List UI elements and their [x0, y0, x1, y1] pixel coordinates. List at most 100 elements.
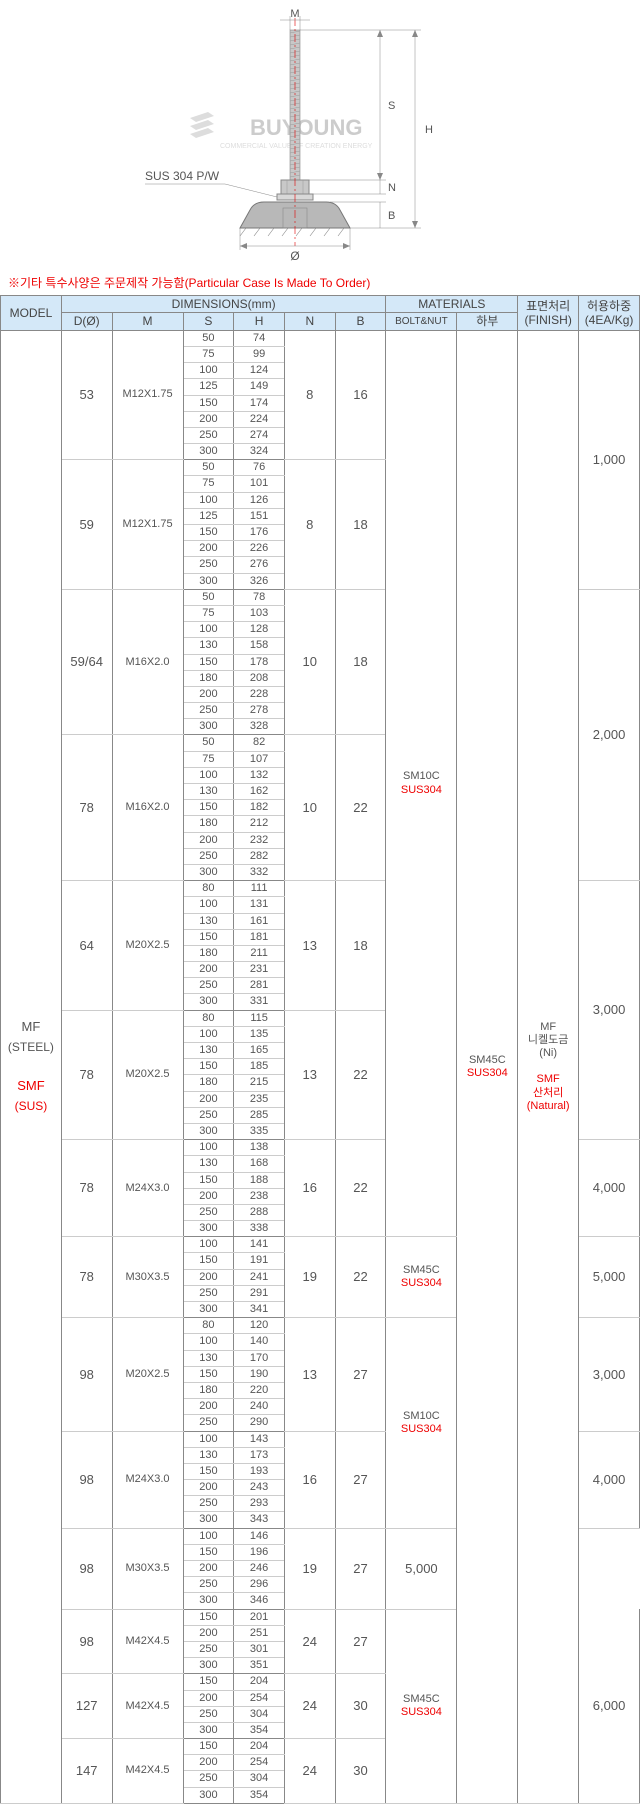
cell-H: 111 [234, 881, 285, 897]
col-load: 허용하중(4EA/Kg) [579, 296, 640, 331]
cell-H: 235 [234, 1091, 285, 1107]
cell-S: 75 [183, 476, 234, 492]
cell-S: 300 [183, 1512, 234, 1528]
cell-H: 131 [234, 897, 285, 913]
cell-H: 226 [234, 541, 285, 557]
cell-H: 324 [234, 444, 285, 460]
cell-M: M20X2.5 [112, 881, 183, 1011]
cell-H: 243 [234, 1480, 285, 1496]
cell-S: 300 [183, 573, 234, 589]
svg-text:M: M [290, 8, 299, 20]
svg-text:H: H [425, 124, 433, 136]
cell-D: 98 [61, 1318, 112, 1431]
cell-S: 130 [183, 1156, 234, 1172]
cell-H: 201 [234, 1609, 285, 1625]
cell-S: 150 [183, 1059, 234, 1075]
cell-H: 228 [234, 686, 285, 702]
col-M: M [112, 313, 183, 330]
cell-S: 130 [183, 1447, 234, 1463]
cell-D: 78 [61, 1237, 112, 1318]
cell-B: 27 [335, 1528, 386, 1609]
cell-H: 124 [234, 363, 285, 379]
col-model: MODEL [1, 296, 62, 331]
cell-S: 80 [183, 1318, 234, 1334]
cell-H: 211 [234, 945, 285, 961]
cell-S: 250 [183, 1415, 234, 1431]
cell-H: 282 [234, 848, 285, 864]
cell-B: 22 [335, 1237, 386, 1318]
cell-H: 281 [234, 978, 285, 994]
cell-B: 18 [335, 881, 386, 1011]
cell-H: 191 [234, 1253, 285, 1269]
cell-S: 180 [183, 670, 234, 686]
cell-S: 300 [183, 864, 234, 880]
cell-S: 130 [183, 784, 234, 800]
cell-S: 130 [183, 1350, 234, 1366]
cell-M: M42X4.5 [112, 1674, 183, 1739]
cell-M: M12X1.75 [112, 330, 183, 460]
col-S: S [183, 313, 234, 330]
cell-S: 100 [183, 1334, 234, 1350]
cell-S: 300 [183, 719, 234, 735]
cell-S: 150 [183, 800, 234, 816]
cell-H: 188 [234, 1172, 285, 1188]
cell-H: 215 [234, 1075, 285, 1091]
cell-H: 204 [234, 1674, 285, 1690]
cell-M: M30X3.5 [112, 1528, 183, 1609]
cell-H: 193 [234, 1463, 285, 1479]
cell-D: 98 [61, 1431, 112, 1528]
cell-S: 200 [183, 541, 234, 557]
cell-S: 125 [183, 379, 234, 395]
cell-H: 343 [234, 1512, 285, 1528]
cell-N: 24 [284, 1739, 335, 1804]
cell-H: 274 [234, 427, 285, 443]
cell-S: 300 [183, 1593, 234, 1609]
cell-S: 300 [183, 1221, 234, 1237]
cell-B: 18 [335, 589, 386, 735]
cell-S: 150 [183, 1172, 234, 1188]
cell-H: 126 [234, 492, 285, 508]
cell-S: 250 [183, 1771, 234, 1787]
cell-S: 100 [183, 492, 234, 508]
cell-D: 98 [61, 1528, 112, 1609]
cell-S: 150 [183, 1674, 234, 1690]
cell-load: 4,000 [579, 1140, 640, 1237]
cell-M: M20X2.5 [112, 1010, 183, 1140]
col-dimensions: DIMENSIONS(mm) [61, 296, 386, 313]
cell-finish: MF니켈도금(Ni)SMF산처리(Natural) [518, 330, 579, 1803]
cell-H: 240 [234, 1399, 285, 1415]
order-note: ※기타 특수사양은 주문제작 가능함(Particular Case Is Ma… [0, 270, 640, 295]
cell-load: 2,000 [579, 589, 640, 880]
cell-N: 19 [284, 1528, 335, 1609]
col-materials: MATERIALS [386, 296, 518, 313]
cell-S: 200 [183, 1091, 234, 1107]
svg-text:N: N [388, 182, 396, 194]
cell-load: 3,000 [579, 1318, 640, 1431]
cell-N: 8 [284, 330, 335, 460]
cell-H: 204 [234, 1739, 285, 1755]
cell-S: 200 [183, 1625, 234, 1641]
cell-S: 200 [183, 1690, 234, 1706]
cell-S: 100 [183, 622, 234, 638]
cell-S: 250 [183, 1285, 234, 1301]
cell-S: 150 [183, 1366, 234, 1382]
cell-H: 190 [234, 1366, 285, 1382]
cell-S: 300 [183, 994, 234, 1010]
cell-H: 103 [234, 605, 285, 621]
cell-H: 170 [234, 1350, 285, 1366]
cell-S: 200 [183, 686, 234, 702]
cell-H: 181 [234, 929, 285, 945]
cell-load: 5,000 [386, 1528, 457, 1609]
cell-H: 296 [234, 1577, 285, 1593]
cell-H: 182 [234, 800, 285, 816]
cell-N: 24 [284, 1674, 335, 1739]
cell-S: 130 [183, 1043, 234, 1059]
cell-H: 146 [234, 1528, 285, 1544]
cell-S: 150 [183, 1544, 234, 1560]
cell-S: 200 [183, 1188, 234, 1204]
cell-S: 200 [183, 1399, 234, 1415]
cell-S: 250 [183, 557, 234, 573]
cell-N: 24 [284, 1609, 335, 1674]
cell-S: 75 [183, 605, 234, 621]
cell-load: 3,000 [579, 881, 640, 1140]
